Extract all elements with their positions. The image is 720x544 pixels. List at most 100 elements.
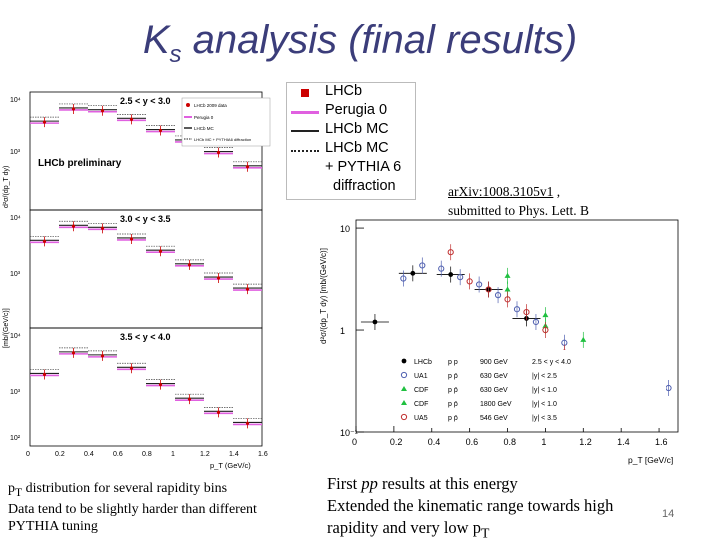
legend-mc-line	[291, 130, 319, 132]
right-legend-marker-0	[401, 358, 407, 364]
legend-item-mc: LHCb MC	[325, 121, 389, 137]
right-legend-process-1: p p̄	[448, 373, 458, 380]
right-legend-range-0: 2.5 < y < 4.0	[532, 359, 571, 366]
right-point-0-2	[448, 272, 454, 277]
arxiv-link[interactable]: arXiv:1008.3105v1	[448, 184, 554, 199]
right-point-4-2	[485, 286, 492, 293]
right-legend-process-4: p p̄	[448, 415, 458, 422]
right-xtick-5: 1	[541, 437, 546, 447]
left-data-point-1-5	[187, 263, 192, 267]
right-point-3-2	[580, 336, 587, 342]
left-ytick-5: 10³	[10, 389, 21, 396]
right-xticks: 0 0.2 0.4 0.6 0.8 1 1.2 1.4 1.6	[352, 426, 668, 447]
mini-legend-marker	[186, 103, 190, 107]
right-point-1-1	[419, 262, 426, 269]
right-legend-energy-4: 546 GeV	[480, 415, 508, 422]
right-xtick-1: 0.2	[390, 437, 403, 447]
left-caption-prefix: p	[8, 481, 15, 496]
left-data-point-0-2	[100, 109, 105, 113]
mini-legend-box	[181, 97, 271, 147]
left-caption-line-1: Data tend to be slightly harder than dif…	[8, 501, 257, 517]
right-ylabel: d²σ/(dp_T dy) [mb/(GeV/c)]	[319, 248, 328, 344]
left-ytick-3: 10³	[10, 271, 21, 278]
left-plot-panels: 2.5 < y < 3.0 3.0 < y < 3.5 3.5 < y < 4.0	[29, 91, 263, 447]
right-legend-name-3: CDF	[414, 401, 428, 408]
left-caption-sub: T	[15, 485, 23, 499]
legend-lhcb-symbol	[291, 87, 319, 99]
right-point-1-3	[457, 274, 464, 281]
left-data-point-1-0	[42, 239, 47, 243]
left-ytick-2: 10⁴	[10, 215, 21, 222]
left-plot: 2.5 < y < 3.03.0 < y < 3.53.5 < y < 4.0 …	[0, 88, 275, 473]
right-legend-marker-3	[401, 400, 407, 405]
title-main: K	[142, 18, 170, 62]
right-point-1-4	[476, 281, 483, 288]
left-panel-label-0: 2.5 < y < 3.0	[120, 96, 171, 106]
title-rest: analysis (final results)	[181, 18, 578, 62]
right-legend-energy-1: 630 GeV	[480, 373, 508, 380]
right-legend-name-0: LHCb	[414, 359, 432, 366]
left-data-point-1-2	[100, 226, 105, 230]
right-xtick-3: 0.6	[466, 437, 479, 447]
right-legend-marker-1	[400, 371, 408, 379]
right-point-1-7	[532, 318, 540, 326]
reference-block: arXiv:1008.3105v1 , submitted to Phys. L…	[448, 182, 589, 220]
left-data-point-1-6	[216, 276, 221, 280]
right-legend-marker-2	[401, 386, 407, 391]
right-xtick-6: 1.2	[579, 437, 592, 447]
left-ylabel: [mb/(GeV/c)]	[3, 308, 10, 348]
right-legend-marker-4	[400, 413, 408, 421]
left-xtick-5: 1	[171, 451, 175, 458]
left-data-point-0-6	[216, 150, 221, 155]
right-ytick-1: 1	[340, 326, 345, 336]
legend-box: LHCb Perugia 0 LHCb MC LHCb MC + PYTHIA …	[286, 82, 416, 200]
left-mini-legend: LHCb 2009 data Perugia 0 LHCb MC LHCb MC…	[181, 97, 271, 147]
legend-perugia-line	[291, 111, 319, 114]
right-legend-process-0: p p	[448, 359, 458, 366]
left-xtick-0: 0	[26, 451, 30, 458]
left-xtick-7: 1.4	[229, 451, 239, 458]
right-point-4-4	[523, 308, 530, 316]
left-data-point-0-3	[129, 117, 134, 121]
right-legend-name-2: CDF	[414, 387, 428, 394]
left-panel-label-2: 3.5 < y < 4.0	[120, 332, 171, 342]
right-ytick-0: 10	[340, 224, 350, 234]
submitted-note: submitted to Phys. Lett. B	[448, 203, 590, 218]
right-point-1-0	[400, 275, 407, 282]
right-legend-range-1: |y| < 2.5	[532, 373, 557, 380]
right-xtick-8: 1.6	[655, 437, 668, 447]
right-caption-pp: pp	[361, 474, 378, 493]
right-plot-frame	[355, 219, 679, 433]
right-legend-energy-3: 1800 GeV	[480, 401, 512, 408]
right-point-1-6	[513, 306, 521, 313]
left-caption-line-0: distribution for several rapidity bins	[25, 481, 228, 496]
left-caption-line-2: PYTHIA tuning	[8, 518, 98, 534]
left-data-point-0-1	[71, 107, 76, 111]
right-point-1-5	[494, 292, 502, 299]
left-data-point-0-0	[42, 120, 47, 124]
left-data-point-2-7	[245, 421, 250, 426]
right-xlabel: p_T [GeV/c]	[628, 455, 673, 465]
right-yticks: 10 1 10⁻¹	[340, 224, 364, 438]
right-point-4-0	[447, 249, 454, 256]
left-xlabel: p_T (GeV/c)	[210, 461, 251, 470]
page-number: 14	[662, 508, 675, 520]
arxiv-link-suffix: ,	[553, 184, 561, 199]
right-caption-line-1: Extended the kinematic range towards hig…	[327, 496, 614, 515]
left-data-point-0-7	[245, 165, 250, 169]
right-legend-name-1: UA1	[414, 373, 428, 380]
right-xtick-7: 1.4	[617, 437, 630, 447]
left-data-point-2-5	[187, 397, 192, 401]
left-data-point-2-2	[100, 354, 105, 358]
left-ytick-6: 10²	[10, 435, 21, 442]
right-caption-line-0: results at this energy	[382, 474, 518, 493]
mini-legend-3: LHCb MC + PYTHIA6 diffraction	[194, 137, 251, 142]
left-xtick-8: 1.6	[258, 451, 268, 458]
left-data-point-2-0	[42, 372, 47, 377]
legend-item-perugia: Perugia 0	[325, 102, 388, 118]
left-xtick-1: 0.2	[55, 451, 65, 458]
slide-title: Ks analysis (final results)	[0, 18, 720, 69]
right-legend-range-3: |y| < 1.0	[532, 401, 557, 408]
left-xticks: 0 0.2 0.4 0.6 0.8 1 1.2 1.4 1.6	[26, 451, 268, 458]
left-plot-bg	[0, 88, 275, 473]
